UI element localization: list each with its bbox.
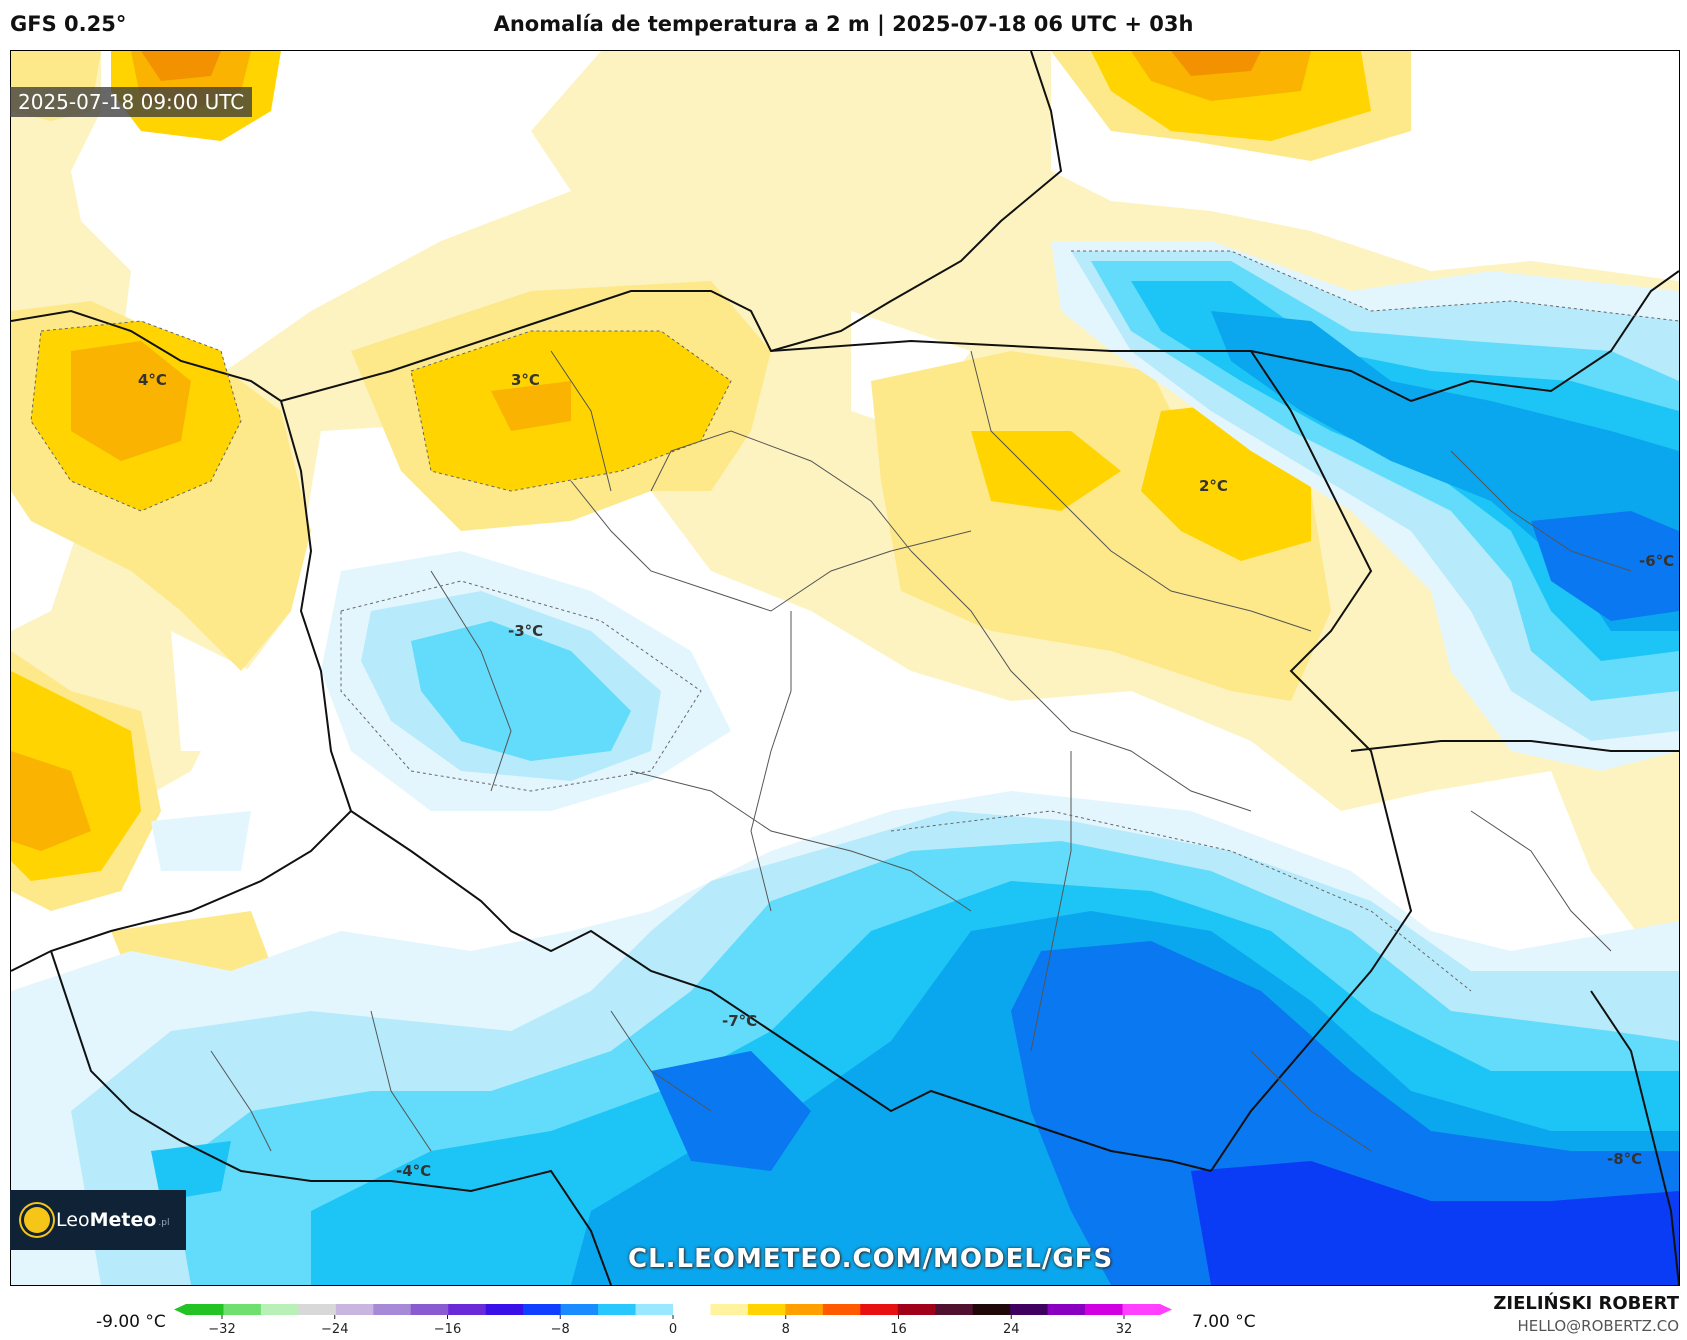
colorbar-segment [860, 1304, 899, 1315]
colorbar-segment [260, 1304, 299, 1315]
colorbar-tick-label: −8 [551, 1322, 570, 1337]
colorbar-segment [523, 1304, 562, 1315]
extreme-cold-regions [1191, 1161, 1679, 1285]
leometeo-logo[interactable]: Leo Meteo .pl [10, 1190, 186, 1250]
colorbar-segment [298, 1304, 337, 1315]
sun-icon [24, 1207, 50, 1233]
colorbar-segment [373, 1304, 412, 1315]
colorbar-segment [1010, 1304, 1049, 1315]
colorbar-tick-label: −32 [208, 1322, 235, 1337]
map-label: 2°C [1199, 477, 1228, 495]
model-label: GFS 0.25° [10, 12, 127, 36]
logo-text-c: .pl [158, 1218, 170, 1228]
colorbar-tick-label: 24 [1003, 1322, 1020, 1337]
colorbar-tick-label: 8 [782, 1322, 790, 1337]
hot-regions [141, 51, 1261, 81]
author-email[interactable]: HELLO@ROBERTZ.CO [1517, 1317, 1679, 1335]
map-label: 4°C [138, 371, 167, 389]
colorbar-segment [1122, 1304, 1161, 1315]
colorbar-segment [448, 1304, 487, 1315]
very-cold-regions [651, 511, 1679, 1285]
colorbar-tick-label: 16 [890, 1322, 907, 1337]
colorbar-segment [485, 1304, 524, 1315]
colorbar-segment [822, 1304, 861, 1315]
regional-borders [210, 350, 1632, 1152]
colorbar-segment [223, 1304, 262, 1315]
contour-lines [30, 250, 1679, 992]
colorbar-segment [710, 1304, 749, 1315]
map-label: -7°C [722, 1012, 757, 1030]
chart-title: Anomalía de temperatura a 2 m | 2025-07-… [493, 12, 1194, 36]
colorbar-segment [747, 1304, 786, 1315]
colorbar-segment [335, 1304, 374, 1315]
valid-time-badge: 2025-07-18 09:00 UTC [10, 87, 253, 117]
map-label: -4°C [396, 1162, 431, 1180]
colorbar-segment [635, 1304, 674, 1315]
logo-text-b: Meteo [89, 1209, 157, 1231]
colorbar-segment [186, 1304, 224, 1315]
colorbar-segment [673, 1304, 711, 1315]
colorbar-tick-label: −16 [434, 1322, 461, 1337]
colorbar-tick-label: −24 [321, 1322, 348, 1337]
anomaly-map: 4°C 3°C 2°C -3°C -6°C -7°C -4°C -8°C [11, 51, 1679, 1285]
colorbar-segment [785, 1304, 824, 1315]
colorbar-segment [598, 1304, 637, 1315]
colorbar-max-label: 7.00 °C [1192, 1312, 1256, 1332]
map-label: 3°C [511, 371, 540, 389]
map-label: -6°C [1639, 552, 1674, 570]
map-panel: 4°C 3°C 2°C -3°C -6°C -7°C -4°C -8°C [10, 50, 1680, 1286]
map-label: -3°C [508, 622, 543, 640]
country-borders [11, 51, 1679, 1285]
map-label: -8°C [1607, 1150, 1642, 1168]
colorbar: -9.00 °C −32 −24 −16 −8 0 8 16 24 32 7.00 °C [0, 1300, 1687, 1340]
author-name: ZIELIŃSKI ROBERT [1493, 1293, 1679, 1314]
colorbar-segment [972, 1304, 1011, 1315]
colorbar-segment [1047, 1304, 1086, 1315]
colorbar-scale: −32 −24 −16 −8 0 8 16 24 32 [174, 1304, 1172, 1337]
colorbar-min-label: -9.00 °C [96, 1312, 166, 1332]
colorbar-segment [410, 1304, 449, 1315]
colorbar-segment [1085, 1304, 1124, 1315]
source-watermark: CL.LEOMETEO.COM/MODEL/GFS [628, 1244, 1114, 1274]
colorbar-segment [935, 1304, 974, 1315]
colorbar-max-extend [1160, 1304, 1172, 1315]
colorbar-segment [560, 1304, 599, 1315]
logo-text-a: Leo [56, 1209, 90, 1231]
colorbar-segment [897, 1304, 936, 1315]
colorbar-tick-label: 32 [1116, 1322, 1133, 1337]
colorbar-tick-label: 0 [669, 1322, 677, 1337]
colorbar-min-extend [174, 1304, 186, 1315]
